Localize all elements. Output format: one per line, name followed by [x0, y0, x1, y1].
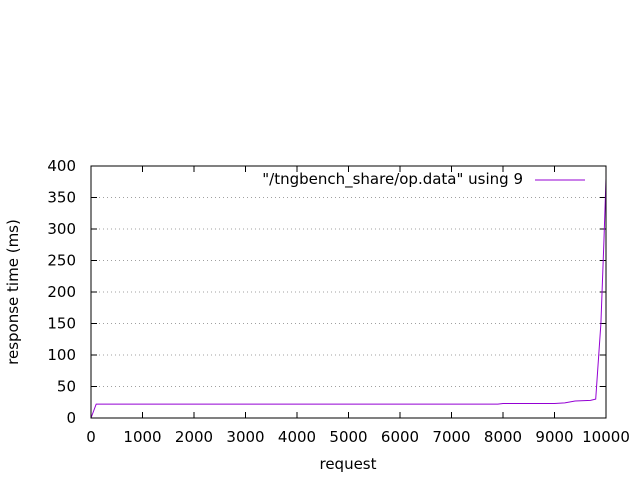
y-tick-label-4: 200: [47, 283, 76, 301]
y-tick-label-1: 50: [57, 378, 76, 396]
y-tick-label-8: 400: [47, 157, 76, 175]
y-tick-label-5: 250: [47, 252, 76, 270]
y-tick-label-7: 350: [47, 189, 76, 207]
y-tick-label-6: 300: [47, 220, 76, 238]
x-tick-label-8: 8000: [484, 428, 522, 446]
legend-label: "/tngbench_share/op.data" using 9: [262, 170, 523, 189]
plot-frame: [90, 165, 607, 419]
x-tick-label-3: 3000: [226, 428, 264, 446]
y-tick-label-3: 150: [47, 315, 76, 333]
series-layer: [90, 178, 607, 419]
x-tick-label-6: 6000: [381, 428, 419, 446]
x-tick-label-0: 0: [86, 428, 96, 446]
x-tick-label-4: 4000: [278, 428, 316, 446]
y-tick-label-0: 0: [66, 409, 76, 427]
x-tick-label-2: 2000: [175, 428, 213, 446]
y-axis-label: response time (ms): [4, 219, 22, 365]
y-tick-label-2: 100: [47, 346, 76, 364]
x-tick-label-5: 5000: [329, 428, 367, 446]
grid-layer: [91, 197, 606, 387]
x-tick-label-10: 10000: [582, 428, 630, 446]
x-tick-label-7: 7000: [432, 428, 470, 446]
x-tick-label-1: 1000: [123, 428, 161, 446]
x-tick-label-9: 9000: [535, 428, 573, 446]
series-line-0: [90, 178, 607, 419]
x-axis-label: request: [319, 455, 376, 473]
legend: "/tngbench_share/op.data" using 9: [262, 170, 585, 189]
